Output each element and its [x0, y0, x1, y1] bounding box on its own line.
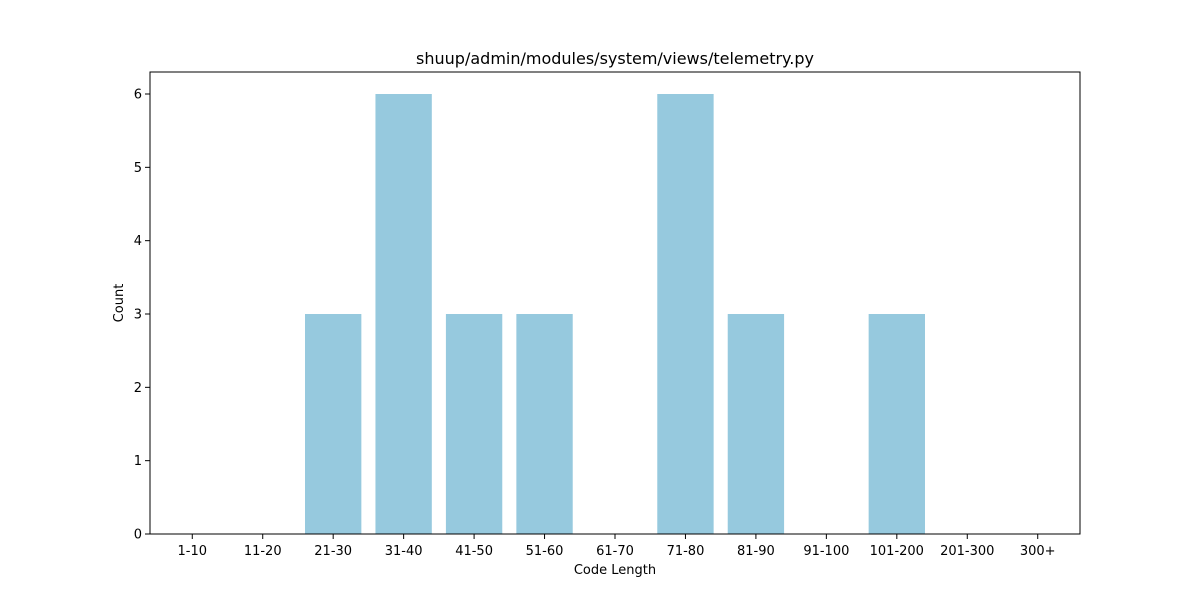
plot-frame: [149, 71, 1081, 535]
y-tick-label: 0: [134, 528, 142, 543]
x-tick-label: 1-10: [178, 544, 208, 559]
y-tick-label: 2: [134, 381, 142, 396]
bar-41-50: [445, 314, 503, 534]
y-tick-label: 3: [134, 308, 142, 323]
bar-31-40: [375, 94, 432, 534]
x-tick-label: 31-40: [385, 544, 423, 559]
bar-51-60: [516, 314, 573, 534]
bar-21-30: [305, 314, 362, 534]
x-tick-label: 41-50: [455, 544, 493, 559]
bar-101-200: [868, 314, 925, 534]
x-axis-label: Code Length: [574, 563, 656, 578]
bar-81-90: [727, 314, 785, 534]
x-tick-label: 300+: [1020, 544, 1056, 559]
x-tick-label: 21-30: [314, 544, 352, 559]
bars-group: [305, 94, 925, 534]
bar-71-80: [657, 94, 714, 534]
x-tick-label: 81-90: [737, 544, 775, 559]
x-tick-label: 71-80: [667, 544, 705, 559]
y-tick-label: 6: [134, 88, 142, 103]
x-tick-label: 101-200: [870, 544, 924, 559]
x-tick-label: 91-100: [803, 544, 849, 559]
y-axis: 0 1 2 3 4 5 6: [134, 88, 150, 543]
y-tick-label: 5: [134, 161, 142, 176]
y-tick-label: 4: [134, 234, 142, 249]
x-tick-label: 51-60: [526, 544, 564, 559]
y-tick-label: 1: [134, 454, 142, 469]
x-tick-label: 201-300: [940, 544, 994, 559]
y-axis-label: Count: [112, 284, 127, 323]
x-tick-label: 61-70: [596, 544, 634, 559]
x-tick-label: 11-20: [244, 544, 282, 559]
chart-title: shuup/admin/modules/system/views/telemet…: [416, 49, 814, 68]
x-axis: 1-10 11-20 21-30 31-40 41-50 51-60 61-70 71-80 8…: [178, 534, 1056, 559]
